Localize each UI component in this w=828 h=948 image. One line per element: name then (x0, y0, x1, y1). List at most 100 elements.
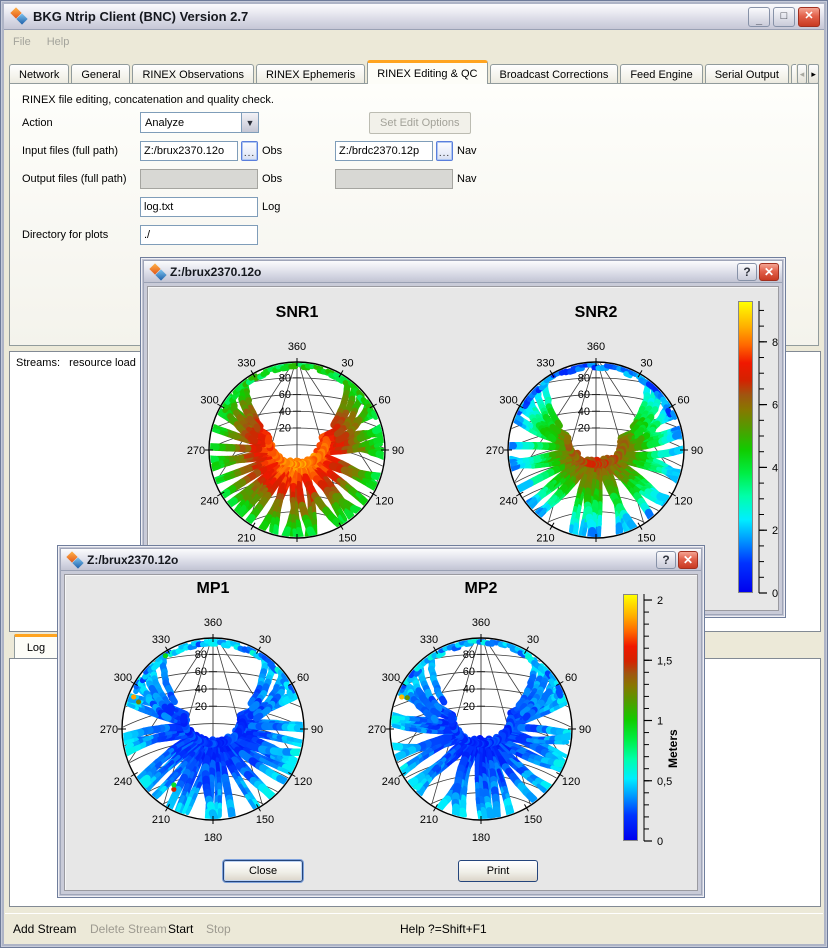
stop-action: Stop (206, 922, 231, 936)
statusbar: Add Stream Delete Stream Start Stop Help… (5, 913, 823, 943)
svg-text:150: 150 (524, 814, 542, 826)
menu-help[interactable]: Help (47, 36, 70, 48)
browse-nav-button[interactable]: ... (436, 141, 453, 161)
dialog-mp-titlebar[interactable]: Z:/brux2370.12o ? ✕ (61, 549, 701, 571)
dialog-help-button[interactable]: ? (656, 551, 676, 569)
svg-text:60: 60 (195, 666, 207, 678)
dir-plots-label: Directory for plots (22, 229, 108, 241)
tab-broadcast-corrections[interactable]: Broadcast Corrections (490, 64, 619, 84)
menubar: File Help (5, 31, 823, 52)
svg-text:60: 60 (578, 389, 590, 401)
svg-text:8: 8 (772, 337, 778, 349)
tab-feed-engine[interactable]: Feed Engine (620, 64, 702, 84)
tab-rinex-editing-qc[interactable]: RINEX Editing & QC (367, 60, 487, 84)
print-plot-button[interactable]: Print (458, 860, 538, 882)
nav-label-output: Nav (457, 173, 477, 185)
svg-text:20: 20 (195, 701, 207, 713)
svg-text:40: 40 (578, 406, 590, 418)
app-icon (11, 8, 28, 25)
svg-text:150: 150 (338, 532, 356, 544)
svg-text:330: 330 (536, 358, 554, 370)
svg-text:180: 180 (204, 832, 222, 844)
browse-obs-button[interactable]: ... (241, 141, 258, 161)
svg-text:60: 60 (463, 666, 475, 678)
svg-text:240: 240 (114, 776, 132, 788)
svg-text:6: 6 (772, 400, 778, 412)
log-label: Log (262, 201, 280, 213)
obs-label-input: Obs (262, 145, 282, 157)
svg-text:180: 180 (472, 832, 490, 844)
svg-text:150: 150 (256, 814, 274, 826)
close-icon: ✕ (804, 11, 813, 22)
svg-text:30: 30 (640, 358, 652, 370)
set-edit-options-button[interactable]: Set Edit Options (369, 112, 471, 134)
minimize-button[interactable]: _ (748, 7, 770, 27)
svg-text:40: 40 (195, 683, 207, 695)
tabbar: Network General RINEX Observations RINEX… (9, 60, 819, 84)
dialog-snr-titlebar[interactable]: Z:/brux2370.12o ? ✕ (144, 261, 782, 283)
help-icon: ? (662, 553, 669, 567)
dialog-close-button[interactable]: ✕ (678, 551, 698, 569)
dir-plots-field[interactable] (140, 225, 258, 245)
output-files-label: Output files (full path) (22, 173, 127, 185)
dialog-help-button[interactable]: ? (737, 263, 757, 281)
tab-log[interactable]: Log (14, 634, 58, 658)
svg-text:20: 20 (279, 423, 291, 435)
start-action[interactable]: Start (168, 922, 193, 936)
output-nav-field (335, 169, 453, 189)
chevron-down-icon[interactable]: ▼ (241, 113, 258, 132)
svg-text:270: 270 (187, 445, 205, 457)
tab-rinex-observations[interactable]: RINEX Observations (132, 64, 253, 84)
delete-stream-action: Delete Stream (90, 922, 167, 936)
tab-network[interactable]: Network (9, 64, 69, 84)
action-select[interactable]: Analyze ▼ (140, 112, 259, 133)
menu-file[interactable]: File (13, 36, 31, 48)
tab-rinex-ephemeris[interactable]: RINEX Ephemeris (256, 64, 365, 84)
page-description: RINEX file editing, concatenation and qu… (22, 94, 274, 106)
skyplot-snr1: 2040608036030609012015018021024027030033… (172, 338, 422, 578)
svg-text:360: 360 (288, 341, 306, 353)
svg-text:30: 30 (527, 634, 539, 646)
input-files-label: Input files (full path) (22, 145, 118, 157)
tab-partial[interactable] (791, 64, 796, 84)
svg-text:30: 30 (259, 634, 271, 646)
svg-text:240: 240 (200, 496, 218, 508)
dialog-close-button[interactable]: ✕ (759, 263, 779, 281)
svg-text:0: 0 (772, 588, 778, 600)
svg-text:80: 80 (195, 649, 207, 661)
svg-text:300: 300 (114, 672, 132, 684)
svg-text:20: 20 (463, 701, 475, 713)
plot-title-snr1: SNR1 (172, 304, 422, 322)
close-button[interactable]: ✕ (798, 7, 820, 27)
svg-text:330: 330 (152, 634, 170, 646)
svg-text:40: 40 (279, 406, 291, 418)
arrow-right-icon: ▸ (811, 69, 816, 80)
dialog-icon (67, 552, 82, 567)
close-plot-button[interactable]: Close (223, 860, 303, 882)
add-stream-action[interactable]: Add Stream (13, 922, 76, 936)
svg-text:2: 2 (772, 525, 778, 537)
dialog-mp: Z:/brux2370.12o ? ✕ MP1 MP2 204060803603… (57, 545, 705, 898)
svg-text:270: 270 (486, 445, 504, 457)
streams-header: Streams: resource load (16, 357, 136, 369)
colorbar-unit-label: Meters (666, 668, 680, 768)
svg-text:300: 300 (499, 395, 517, 407)
tab-scroll-left-button[interactable]: ◂ (797, 64, 808, 84)
svg-text:210: 210 (536, 532, 554, 544)
svg-text:60: 60 (565, 672, 577, 684)
tab-scroll-right-button[interactable]: ▸ (808, 64, 819, 84)
svg-text:210: 210 (237, 532, 255, 544)
svg-text:300: 300 (200, 395, 218, 407)
tab-general[interactable]: General (71, 64, 130, 84)
svg-text:120: 120 (674, 496, 692, 508)
logfile-field[interactable] (140, 197, 258, 217)
tab-serial-output[interactable]: Serial Output (705, 64, 789, 84)
input-nav-field[interactable] (335, 141, 433, 161)
input-obs-field[interactable] (140, 141, 238, 161)
svg-text:80: 80 (463, 649, 475, 661)
skyplot-mp1: 2040608036030609012015018021024027030033… (88, 614, 338, 859)
maximize-button[interactable]: □ (773, 7, 795, 27)
arrow-left-icon: ◂ (800, 69, 805, 80)
titlebar[interactable]: BKG Ntrip Client (BNC) Version 2.7 _ □ ✕ (4, 4, 824, 30)
plot-title-mp1: MP1 (88, 580, 338, 598)
